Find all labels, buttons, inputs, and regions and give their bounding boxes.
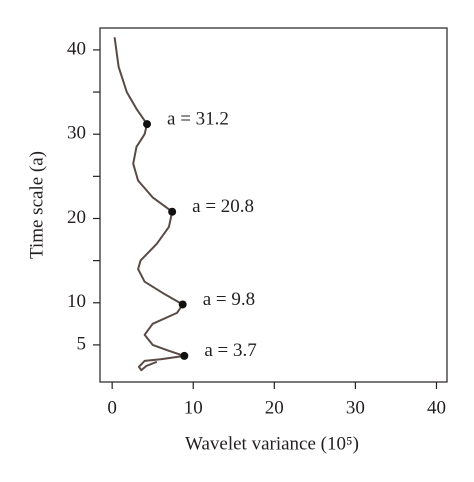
x-tick-label: 10 bbox=[184, 397, 203, 418]
x-tick-label: 30 bbox=[346, 397, 365, 418]
point-label: a = 31.2 bbox=[167, 108, 229, 129]
marked-point bbox=[143, 120, 152, 129]
x-tick-label: 40 bbox=[427, 397, 446, 418]
y-tick-label: 20 bbox=[67, 207, 86, 228]
point-label: a = 9.8 bbox=[203, 289, 255, 310]
plot-frame bbox=[99, 27, 448, 383]
x-tick-label: 0 bbox=[107, 397, 117, 418]
data-line bbox=[113, 37, 186, 372]
y-axis-label: Time scale (a) bbox=[26, 151, 47, 259]
x-axis-label: Wavelet variance (10⁵) bbox=[185, 433, 359, 454]
marked-point bbox=[168, 207, 177, 216]
y-tick-label: 5 bbox=[77, 333, 87, 354]
point-label: a = 20.8 bbox=[192, 196, 254, 217]
point-label: a = 3.7 bbox=[204, 340, 256, 361]
marked-point bbox=[180, 351, 189, 360]
y-tick-label: 30 bbox=[67, 123, 86, 144]
x-tick-label: 20 bbox=[265, 397, 284, 418]
y-tick-label: 40 bbox=[67, 38, 86, 59]
marked-point bbox=[178, 300, 187, 309]
y-tick-label: 10 bbox=[67, 291, 86, 312]
